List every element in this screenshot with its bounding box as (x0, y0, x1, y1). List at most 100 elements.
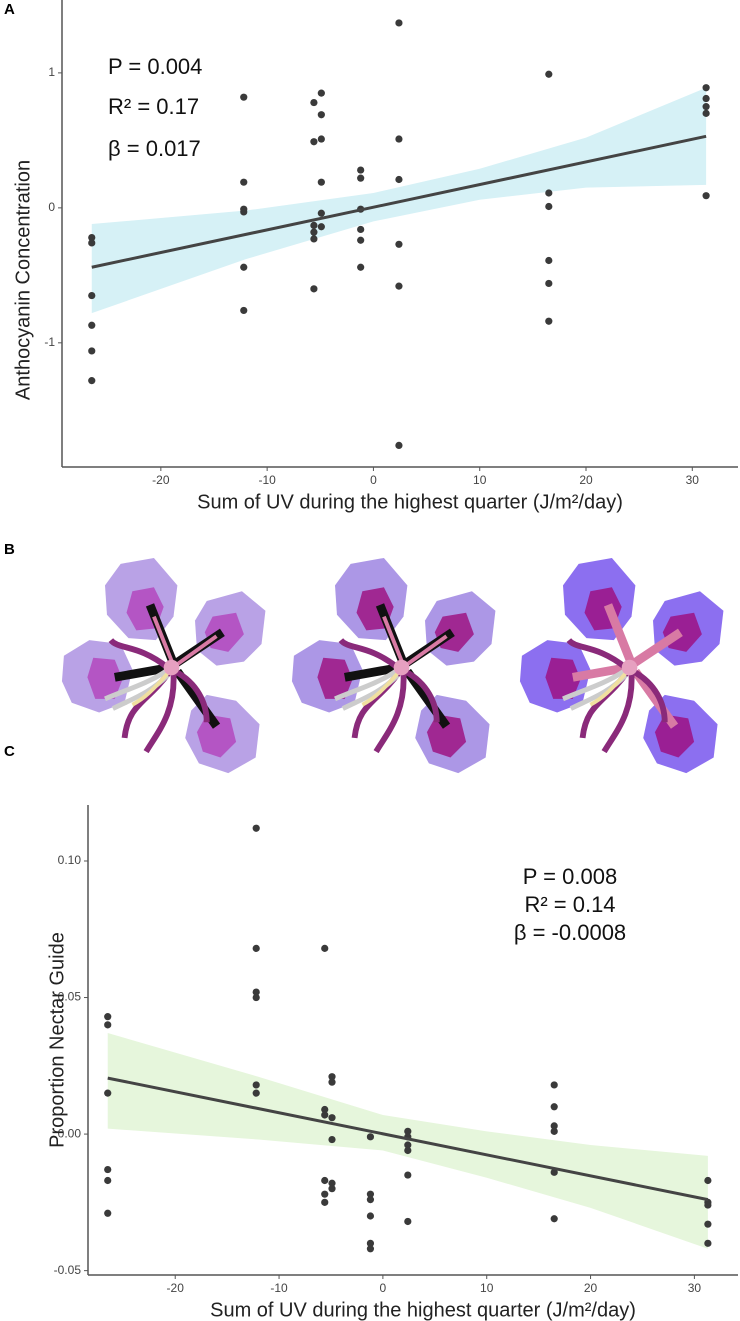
x-tick-label: -10 (258, 473, 276, 487)
data-point (550, 1122, 558, 1130)
stat-annotation: P = 0.008 (523, 864, 617, 889)
x-tick-label: 20 (579, 473, 593, 487)
x-tick-label: -20 (152, 473, 170, 487)
data-point (240, 306, 248, 315)
data-point (357, 174, 365, 182)
stat-annotation: P = 0.004 (108, 54, 202, 79)
data-point (88, 377, 96, 385)
data-point (310, 221, 318, 230)
data-point (366, 1196, 375, 1204)
data-point (104, 1176, 112, 1185)
panel-label: C (4, 743, 15, 760)
regression-line (107, 1076, 709, 1202)
data-point (317, 178, 325, 186)
panel-label: B (4, 541, 15, 558)
flower-illustrations (62, 558, 723, 773)
data-point (104, 1013, 112, 1021)
data-point (310, 138, 318, 146)
data-point (702, 192, 710, 200)
data-point (310, 98, 318, 107)
data-point (321, 1105, 329, 1114)
data-point (328, 1073, 336, 1081)
data-point (404, 1217, 412, 1226)
flower (520, 558, 723, 773)
y-tick-label: 0 (48, 200, 55, 214)
data-point (321, 1198, 329, 1206)
data-point (252, 824, 260, 832)
data-point (317, 209, 325, 217)
x-tick-label: -20 (167, 1281, 185, 1295)
data-point (252, 1089, 260, 1097)
data-point (404, 1141, 412, 1149)
stat-annotation: β = -0.0008 (514, 920, 626, 945)
data-point (328, 1185, 336, 1193)
data-point (550, 1103, 558, 1111)
x-tick-label: 10 (473, 473, 487, 487)
data-point (310, 235, 318, 243)
data-point (545, 317, 553, 325)
data-point (545, 189, 553, 197)
x-tick-label: 0 (380, 1281, 387, 1295)
data-point (321, 1176, 329, 1185)
data-point (366, 1212, 375, 1220)
data-point (357, 225, 365, 234)
data-point (88, 291, 96, 300)
data-point (328, 1135, 336, 1144)
data-point (104, 1021, 112, 1029)
data-point (310, 285, 318, 293)
data-point (328, 1179, 336, 1187)
data-point (545, 202, 553, 211)
data-point (252, 944, 260, 952)
data-point (545, 279, 553, 288)
data-point (310, 228, 318, 236)
y-tick-label: 0.10 (58, 853, 82, 867)
data-point (252, 988, 260, 996)
data-point (252, 993, 260, 1002)
x-tick-label: 30 (688, 1281, 702, 1295)
data-point (550, 1215, 558, 1223)
regression-line (91, 134, 707, 269)
stat-annotation: R² = 0.14 (524, 892, 615, 917)
data-point (240, 93, 248, 101)
data-point (252, 1081, 260, 1089)
data-point (317, 111, 325, 119)
data-point (404, 1146, 412, 1155)
data-point (321, 1111, 329, 1119)
data-point (404, 1127, 412, 1135)
flower (62, 558, 265, 773)
data-point (317, 89, 325, 97)
data-point (240, 263, 248, 271)
data-point (104, 1165, 112, 1174)
data-point (88, 347, 96, 355)
y-tick-label: 1 (48, 65, 55, 79)
data-point (317, 223, 325, 231)
data-point (395, 135, 403, 143)
data-point (395, 441, 403, 450)
data-point (366, 1245, 375, 1253)
data-point (545, 70, 553, 78)
x-tick-label: 10 (480, 1281, 494, 1295)
data-point (704, 1201, 712, 1209)
y-tick-label: 0.05 (58, 990, 82, 1004)
data-point (704, 1239, 712, 1247)
flower (292, 558, 495, 773)
data-point (550, 1081, 558, 1089)
data-point (88, 321, 96, 329)
data-point (357, 236, 365, 244)
data-point (395, 175, 403, 184)
data-point (395, 240, 403, 248)
data-point (550, 1168, 558, 1176)
data-point (702, 84, 710, 92)
data-point (88, 233, 96, 242)
data-point (104, 1209, 112, 1217)
y-tick-label: -0.05 (54, 1263, 82, 1277)
x-tick-label: 30 (686, 473, 700, 487)
data-point (704, 1220, 712, 1228)
data-point (321, 1190, 329, 1198)
stat-annotation: β = 0.017 (108, 136, 201, 161)
panel-label: A (4, 1, 15, 18)
data-point (395, 282, 403, 290)
data-point (240, 208, 248, 216)
data-point (357, 166, 365, 174)
